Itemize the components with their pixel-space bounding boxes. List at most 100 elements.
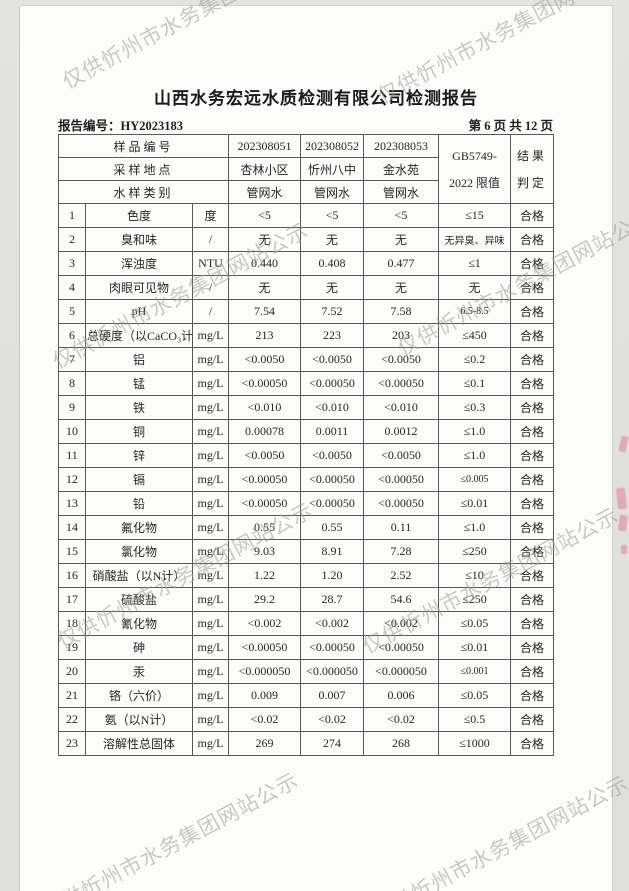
value-3: 7.58 <box>363 299 440 324</box>
item-name: 铬（六价） <box>85 683 193 708</box>
limit-value: ≤15 <box>438 203 512 228</box>
result-header-line1: 结果 <box>517 148 548 163</box>
table-row: 11 锌 mg/L <0.0050 <0.0050 <0.0050 ≤1.0 合格 <box>58 443 555 468</box>
unit: NTU <box>191 251 230 276</box>
row-index: 2 <box>58 227 86 252</box>
value-3: <5 <box>363 203 440 228</box>
row-index: 12 <box>58 467 86 492</box>
result-verdict: 合格 <box>510 635 555 660</box>
water-type-label: 水样类别 <box>57 180 230 204</box>
value-2: <0.00050 <box>300 491 365 516</box>
limit-value: ≤0.3 <box>438 395 512 420</box>
result-column-header: 结果 判定 <box>510 134 555 204</box>
value-1: 1.22 <box>228 563 302 588</box>
item-name: 铝 <box>85 347 193 372</box>
unit: mg/L <box>191 635 230 660</box>
item-name: 氯化物 <box>85 539 193 564</box>
result-verdict: 合格 <box>510 395 555 420</box>
report-table-body: 样品编号 202308051 202308052 202308053 GB574… <box>57 134 555 756</box>
item-name: 锌 <box>85 443 193 468</box>
value-3: 无 <box>363 275 440 300</box>
value-1: <0.000050 <box>228 659 302 684</box>
value-2: <0.000050 <box>300 659 365 684</box>
value-1: <0.0050 <box>228 347 302 372</box>
value-1: <5 <box>228 203 302 228</box>
table-row: 15 氯化物 mg/L 9.03 8.91 7.28 ≤250 合格 <box>58 539 555 564</box>
limit-value: ≤0.1 <box>438 371 512 396</box>
result-verdict: 合格 <box>510 251 555 276</box>
value-1: 9.03 <box>228 539 302 564</box>
value-1: 无 <box>228 275 302 300</box>
result-header-line2: 判定 <box>517 175 548 190</box>
value-1: 0.009 <box>228 683 302 708</box>
red-ink-smudge <box>618 435 629 453</box>
value-1: 269 <box>228 731 302 756</box>
location-3: 金水苑 <box>363 157 440 181</box>
value-2: 223 <box>300 323 365 348</box>
unit: mg/L <box>191 539 230 564</box>
page-title: 山西水务宏远水质检测有限公司检测报告 <box>154 89 478 108</box>
value-3: 0.477 <box>363 251 440 276</box>
row-index: 8 <box>58 371 86 396</box>
item-name: 汞 <box>85 659 193 684</box>
item-name: 铜 <box>85 419 193 444</box>
water-quality-table: 样品编号 202308051 202308052 202308053 GB574… <box>57 134 555 756</box>
table-row: 23 溶解性总固体 mg/L 269 274 268 ≤1000 合格 <box>58 731 555 756</box>
value-1: 213 <box>228 323 302 348</box>
unit: / <box>191 275 230 300</box>
value-3: 无 <box>363 227 440 252</box>
row-index: 23 <box>58 731 86 756</box>
item-name: 硫酸盐 <box>85 587 193 612</box>
value-1: 29.2 <box>228 587 302 612</box>
limit-header-line2: 2022 限值 <box>449 175 501 190</box>
item-name: 浑浊度 <box>85 251 193 276</box>
red-ink-smudge <box>621 545 627 554</box>
value-2: <0.002 <box>300 611 365 636</box>
item-name: pH <box>85 299 193 324</box>
result-verdict: 合格 <box>510 563 555 588</box>
value-3: <0.02 <box>363 707 440 732</box>
unit: mg/L <box>191 323 230 348</box>
value-1: <0.02 <box>228 707 302 732</box>
item-name: 肉眼可见物 <box>85 275 193 300</box>
row-index: 11 <box>58 443 86 468</box>
value-3: <0.000050 <box>363 659 440 684</box>
unit: mg/L <box>191 371 230 396</box>
value-2: <0.0050 <box>300 347 365 372</box>
value-1: <0.00050 <box>228 371 302 396</box>
table-row: 16 硝酸盐（以N计） mg/L 1.22 1.20 2.52 ≤10 合格 <box>58 563 555 588</box>
value-2: <0.0050 <box>300 443 365 468</box>
limit-value: ≤0.05 <box>438 683 512 708</box>
limit-header-line1: GB5749- <box>452 148 497 163</box>
unit: mg/L <box>191 587 230 612</box>
value-3: <0.010 <box>363 395 440 420</box>
limit-value: ≤0.5 <box>438 707 512 732</box>
table-row: 3 浑浊度 NTU 0.440 0.408 0.477 ≤1 合格 <box>58 251 555 276</box>
sample-id-2: 202308052 <box>300 134 365 158</box>
value-3: 54.6 <box>363 587 440 612</box>
unit: mg/L <box>191 515 230 540</box>
water-type-3: 管网水 <box>363 180 440 204</box>
row-index: 14 <box>58 515 86 540</box>
value-1: 0.440 <box>228 251 302 276</box>
value-2: 0.408 <box>300 251 365 276</box>
value-2: <0.00050 <box>300 635 365 660</box>
limit-value: ≤0.05 <box>438 611 512 636</box>
value-3: <0.0050 <box>363 443 440 468</box>
row-index: 4 <box>58 275 86 300</box>
value-3: 7.28 <box>363 539 440 564</box>
result-verdict: 合格 <box>510 227 555 252</box>
result-verdict: 合格 <box>510 611 555 636</box>
value-3: 268 <box>363 731 440 756</box>
value-2: 28.7 <box>300 587 365 612</box>
row-index: 17 <box>58 587 86 612</box>
table-row: 7 铝 mg/L <0.0050 <0.0050 <0.0050 ≤0.2 合格 <box>58 347 555 372</box>
water-type-2: 管网水 <box>300 180 365 204</box>
sample-id-label: 样品编号 <box>57 134 230 158</box>
result-verdict: 合格 <box>510 731 555 756</box>
limit-value: ≤0.01 <box>438 635 512 660</box>
value-3: 203 <box>363 323 440 348</box>
table-header-row-type: 水样类别 管网水 管网水 管网水 <box>57 180 554 204</box>
value-2: <0.02 <box>300 707 365 732</box>
